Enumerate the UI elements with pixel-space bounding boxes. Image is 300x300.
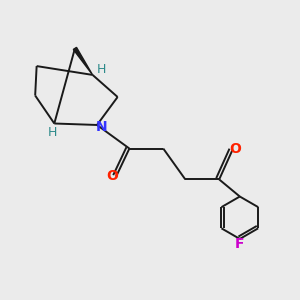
- Text: N: N: [96, 120, 107, 134]
- Text: F: F: [235, 237, 244, 251]
- Text: O: O: [229, 142, 241, 155]
- Text: H: H: [97, 62, 106, 76]
- Text: O: O: [106, 169, 118, 183]
- Text: H: H: [48, 126, 58, 140]
- Polygon shape: [73, 47, 93, 75]
